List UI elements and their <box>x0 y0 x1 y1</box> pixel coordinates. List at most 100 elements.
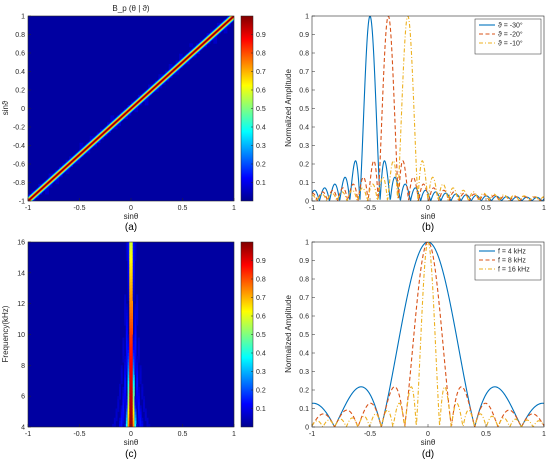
panel-c-cell <box>125 309 128 314</box>
panel-a-ytick-label: 0.8 <box>15 32 25 39</box>
panel-c-cell <box>136 423 139 427</box>
panel-c-cell <box>127 263 130 267</box>
panel-c-cell <box>132 346 135 351</box>
panel-c-cell <box>113 417 116 422</box>
panel-b-ytick-label: 1 <box>305 14 309 21</box>
panel-a-cell <box>113 125 118 130</box>
panel-c-cell <box>125 251 128 255</box>
panel-c-cell <box>122 417 125 422</box>
panel-a-cell <box>76 159 80 164</box>
panel-c-colorbar-tick-label: 0.6 <box>256 314 266 321</box>
panel-c-cell <box>131 254 134 258</box>
panel-c-cell <box>131 272 134 277</box>
panel-b-xtick-label: -0.5 <box>364 205 376 212</box>
panel-c-cell <box>139 374 142 378</box>
panel-c-cell <box>136 365 139 369</box>
panel-c-cell <box>132 257 135 261</box>
panel-c-cell <box>141 417 144 422</box>
panel-c-cell <box>131 374 134 378</box>
panel-c-cell <box>132 251 135 255</box>
panel-a-cell <box>158 74 163 78</box>
panel-c-cell <box>120 414 123 419</box>
panel-d-xlabel: sinθ <box>421 438 436 447</box>
panel-c-cell <box>120 411 123 415</box>
panel-a-ytick-label: -0.6 <box>13 162 25 169</box>
panel-c-cell <box>134 371 137 375</box>
panel-c-cell <box>139 411 142 415</box>
panel-c-cell <box>132 368 135 372</box>
panel-c-cell <box>129 297 132 301</box>
panel-c-cell <box>127 297 130 301</box>
panel-c-cell <box>125 254 128 258</box>
panel-c-cell <box>137 356 140 360</box>
panel-c-cell <box>132 405 135 409</box>
panel-c-xtick-label: 0 <box>129 431 133 438</box>
panel-c-cell <box>113 423 116 427</box>
panel-c-cell <box>120 377 123 382</box>
panel-c-cell <box>143 402 146 406</box>
panel-c-cell <box>129 257 132 261</box>
panel-c-cell <box>132 242 135 246</box>
panel-c-cell <box>122 396 125 400</box>
panel-b-xtick-label: 1 <box>542 205 546 212</box>
panel-c-cell <box>127 282 130 286</box>
panel-a-xtick-label: -0.5 <box>73 205 85 212</box>
panel-a-cell <box>89 135 94 140</box>
panel-c-cell <box>125 402 128 406</box>
panel-c-cell <box>131 402 134 406</box>
panel-c-cell <box>127 411 130 415</box>
panel-c-cell <box>124 359 127 363</box>
panel-c-cell <box>137 396 140 400</box>
panel-c-cell <box>144 417 147 422</box>
panel-c-cell <box>125 365 128 369</box>
panel-c-cell <box>129 411 132 415</box>
panel-c-cell <box>125 306 128 311</box>
panel-b-xtick-label: 0 <box>426 205 430 212</box>
panel-c-cell <box>127 334 130 338</box>
panel-a-colorbar-tick-label: 0.2 <box>256 162 266 169</box>
panel-c-cell <box>117 408 120 412</box>
panel-b-legend-label: ϑ = -10° <box>498 40 523 48</box>
panel-c-cell <box>120 420 123 425</box>
panel-c-cell <box>122 343 125 348</box>
panel-c-cell <box>131 377 134 382</box>
panel-c-cell <box>127 408 130 412</box>
panel-c-cell <box>117 399 120 403</box>
panel-d-ytick-label: 0.8 <box>299 277 309 284</box>
panel-c-cell <box>129 337 132 341</box>
panel-c-cell <box>125 319 128 323</box>
panel-c-cell <box>129 383 132 388</box>
panel-c-cell <box>131 263 134 267</box>
panel-c-cell <box>125 414 128 419</box>
panel-a-cell <box>148 84 152 89</box>
panel-d-ylabel: Normalized Amplitude <box>284 295 293 373</box>
panel-c-cell <box>131 399 134 403</box>
panel-c-cell <box>134 328 137 332</box>
panel-c-cell <box>125 423 128 427</box>
panel-c-cell <box>131 266 134 271</box>
panel-c-cell <box>131 251 134 255</box>
panel-c-cell <box>132 386 135 391</box>
panel-c-cell <box>129 353 132 357</box>
panel-c-colorbar-tick-label: 0.8 <box>256 277 266 284</box>
panel-c-cell <box>131 328 134 332</box>
panel-c-cell <box>120 417 123 422</box>
panel-b-ytick-label: 0.1 <box>299 180 309 187</box>
panel-c-cell <box>127 251 130 255</box>
panel-c-cell <box>129 328 132 332</box>
panel-c-cell <box>127 417 130 422</box>
panel-c-cell <box>134 309 137 314</box>
panel-a-cell <box>175 70 180 75</box>
panel-c-cell <box>129 377 132 382</box>
panel-a-colorbar-tick-label: 0.9 <box>256 32 266 39</box>
panel-a-cell <box>79 146 84 150</box>
panel-c-cell <box>127 368 130 372</box>
panel-c-cell <box>124 368 127 372</box>
panel-b-legend-label: ϑ = -20° <box>498 31 523 39</box>
panel-c-colorbar-ticks: 0.1 0.2 0.3 0.4 0.5 0.6 0.7 0.8 0.9 <box>251 258 266 413</box>
panel-c-cell <box>118 417 121 422</box>
panel-c-cell <box>134 337 137 341</box>
